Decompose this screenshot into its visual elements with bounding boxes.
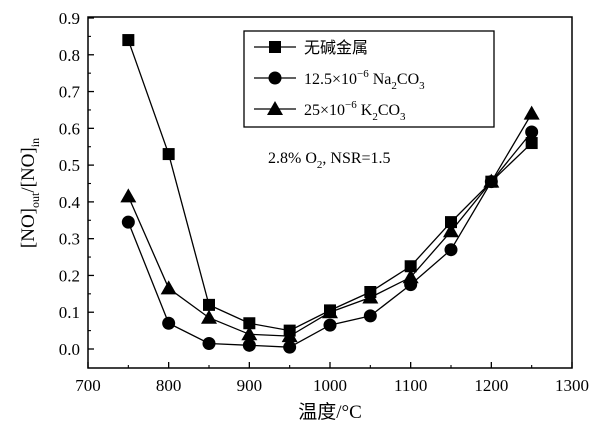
x-axis-title: 温度/°C (298, 401, 362, 423)
data-point-triangle (201, 309, 217, 324)
x-tick-label: 900 (237, 376, 263, 395)
data-point-circle (363, 309, 377, 323)
y-tick-label: 0.6 (59, 119, 80, 138)
y-axis-ticks: 0.0 0.1 0.2 0.3 0.4 0.5 0.6 0.7 0.8 0.9 (59, 9, 94, 359)
y-tick-label: 0.4 (59, 193, 81, 212)
y-tick-label: 0.9 (59, 9, 80, 28)
y-tick-label: 0.0 (59, 340, 80, 359)
legend-marker-triangle (267, 101, 283, 115)
data-point-square (445, 216, 457, 229)
data-point-square (243, 317, 256, 330)
x-axis-ticks: 700 800 900 1000 1100 1200 1300 (75, 362, 589, 395)
data-point-triangle (443, 223, 459, 238)
data-point-triangle (281, 328, 298, 343)
series-line-3 (127, 113, 533, 337)
legend-label-1: 无碱金属 (304, 39, 368, 57)
y-tick-label: 0.3 (59, 230, 80, 249)
data-point-circle (242, 338, 256, 352)
annotation: 2.8% O2, NSR=1.5 (268, 150, 391, 171)
legend-marker-circle (268, 71, 282, 85)
x-tick-label: 1000 (313, 376, 347, 395)
x-tick-label: 1100 (394, 376, 427, 395)
y-tick-label: 0.2 (59, 266, 80, 285)
data-point-circle (525, 125, 539, 139)
x-tick-label: 1200 (474, 376, 508, 395)
data-point-square (162, 148, 175, 161)
data-point-triangle (362, 289, 379, 304)
data-point-circle (202, 336, 216, 350)
data-point-square (122, 34, 135, 47)
data-point-triangle (483, 173, 500, 188)
data-point-circle (444, 243, 458, 257)
x-tick-label: 1300 (555, 376, 589, 395)
x-tick-label: 800 (156, 376, 182, 395)
series-layer (120, 34, 540, 354)
legend-marker-square (269, 41, 281, 53)
data-point-triangle (241, 326, 258, 341)
data-point-triangle (120, 188, 137, 203)
data-point-circle (283, 340, 297, 354)
y-tick-label: 0.1 (59, 303, 80, 322)
x-axis-title-text: 温度/°C (298, 401, 362, 423)
x-tick-label: 700 (75, 376, 101, 395)
y-axis-title-text: [NO]out/[NO]in (18, 138, 42, 248)
data-point-triangle (160, 280, 177, 295)
data-point-triangle (523, 105, 540, 120)
data-point-circle (121, 215, 135, 229)
annotation-text: 2.8% O2, NSR=1.5 (268, 150, 391, 171)
y-tick-label: 0.5 (59, 156, 80, 175)
data-point-triangle (402, 269, 419, 284)
data-point-square (525, 137, 538, 150)
data-point-triangle (322, 304, 338, 319)
y-tick-label: 0.7 (59, 83, 81, 102)
y-tick-label: 0.8 (59, 46, 80, 65)
legend: 无碱金属 12.5×10−6 Na2CO3 25×10−6 K2CO3 (243, 30, 495, 128)
data-point-square (404, 260, 417, 273)
data-point-circle (323, 318, 337, 332)
y-axis-title: [NO]out/[NO]in (18, 138, 42, 248)
data-point-square (203, 298, 215, 311)
data-point-circle (162, 316, 176, 330)
